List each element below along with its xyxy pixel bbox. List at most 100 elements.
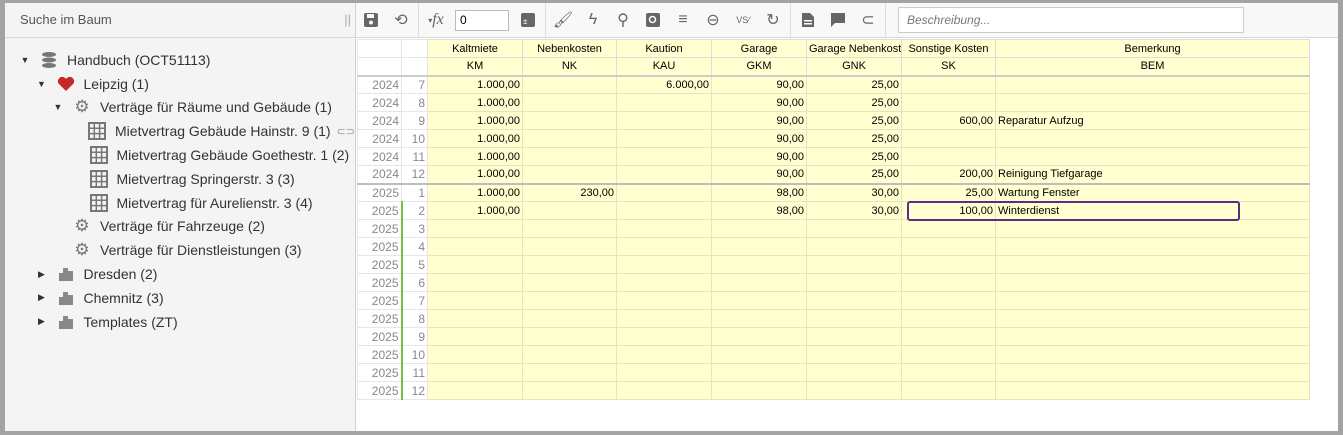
grid-cell[interactable]	[616, 291, 712, 310]
tree-node[interactable]: ⚙ Verträge für Fahrzeuge (2)	[5, 215, 355, 239]
grid-cell[interactable]	[806, 291, 902, 310]
grid-cell[interactable]	[901, 237, 996, 256]
tree-node[interactable]: ▼ Handbuch (OCT51113)	[5, 48, 355, 72]
grid-cell[interactable]	[522, 255, 617, 274]
grid-cell[interactable]	[427, 309, 523, 328]
grid-cell[interactable]	[616, 381, 712, 400]
collapse-icon[interactable]: ▼	[37, 78, 46, 89]
grid-cell[interactable]	[995, 345, 1310, 364]
tree-node[interactable]: ▶ Templates (ZT)	[5, 310, 355, 334]
grid-cell[interactable]: 25,00	[806, 75, 902, 94]
grid-cell[interactable]	[711, 237, 807, 256]
grid-cell[interactable]	[616, 129, 712, 148]
grid-cell[interactable]: 25,00	[806, 111, 902, 130]
grid-cell[interactable]	[711, 363, 807, 382]
tree-node[interactable]: Mietvertrag Gebäude Hainstr. 9 (1) ⊂⊃	[5, 119, 355, 143]
grid-cell[interactable]	[995, 381, 1310, 400]
grid-cell[interactable]: 90,00	[711, 165, 807, 184]
grid-cell[interactable]	[522, 381, 617, 400]
grid-cell[interactable]	[806, 237, 902, 256]
grid-cell[interactable]	[711, 291, 807, 310]
grid-cell[interactable]	[806, 327, 902, 346]
grid-cell[interactable]	[806, 309, 902, 328]
grid-cell[interactable]	[901, 75, 996, 94]
grid-cell[interactable]	[901, 381, 996, 400]
grid-cell[interactable]: 1.000,00	[427, 201, 523, 220]
grid-cell[interactable]	[616, 255, 712, 274]
grid-cell[interactable]	[522, 129, 617, 148]
comment-icon[interactable]	[823, 5, 853, 35]
grid-cell[interactable]	[995, 309, 1310, 328]
grid-cell[interactable]: 6.000,00	[616, 75, 712, 94]
grid-cell[interactable]	[711, 309, 807, 328]
grid-cell[interactable]	[522, 147, 617, 166]
save-icon[interactable]	[356, 5, 386, 35]
grid-cell[interactable]	[711, 345, 807, 364]
grid-cell[interactable]	[806, 273, 902, 292]
grid-cell[interactable]	[616, 219, 712, 238]
grid-cell[interactable]	[616, 111, 712, 130]
grid-cell[interactable]	[806, 219, 902, 238]
grid-cell[interactable]	[522, 309, 617, 328]
document-icon[interactable]	[793, 5, 823, 35]
history-icon[interactable]: ⟲	[394, 12, 408, 29]
tree-node[interactable]: Mietvertrag Gebäude Goethestr. 1 (2)	[5, 143, 355, 167]
grid-cell[interactable]	[616, 237, 712, 256]
grid-cell[interactable]	[901, 363, 996, 382]
grid-cell[interactable]	[427, 381, 523, 400]
grid-cell[interactable]	[427, 327, 523, 346]
grid-cell[interactable]: Winterdienst	[995, 201, 1310, 220]
grid-cell[interactable]	[901, 309, 996, 328]
grid-cell[interactable]	[616, 147, 712, 166]
grid-cell[interactable]	[522, 237, 617, 256]
attachment-icon[interactable]: ⊂	[861, 12, 875, 29]
grid-cell[interactable]: 25,00	[806, 129, 902, 148]
grid-cell[interactable]	[901, 327, 996, 346]
grid-cell[interactable]	[995, 219, 1310, 238]
grid-cell[interactable]	[901, 345, 996, 364]
grid-cell[interactable]	[616, 309, 712, 328]
grid-cell[interactable]	[995, 93, 1310, 112]
collapse-icon[interactable]: ▼	[20, 54, 30, 65]
column-header[interactable]: Bemerkung	[995, 39, 1310, 58]
grid-cell[interactable]	[806, 345, 902, 364]
grid-cell[interactable]	[806, 255, 902, 274]
grid-cell[interactable]: 25,00	[806, 93, 902, 112]
grid-cell[interactable]	[995, 75, 1310, 94]
column-header[interactable]: Kaltmiete	[427, 39, 523, 58]
grid-cell[interactable]	[995, 273, 1310, 292]
tree-node[interactable]: ⚙ Verträge für Dienstleistungen (3)	[5, 238, 355, 262]
expand-icon[interactable]: ▶	[38, 292, 45, 303]
grid-cell[interactable]	[806, 363, 902, 382]
flash-icon[interactable]: ϟ	[588, 11, 598, 28]
column-header[interactable]: Kaution	[616, 39, 712, 58]
grid-cell[interactable]	[995, 291, 1310, 310]
grid-cell[interactable]: 90,00	[711, 129, 807, 148]
grid-cell[interactable]: 200,00	[901, 165, 996, 184]
grid-cell[interactable]	[427, 345, 523, 364]
grid-cell[interactable]	[616, 165, 712, 184]
grid-cell[interactable]	[616, 182, 712, 202]
vs-edit-icon[interactable]: VS ⁄	[736, 15, 750, 25]
brush-icon[interactable]: 🖌	[552, 12, 574, 29]
grid-cell[interactable]	[427, 273, 523, 292]
grid-cell[interactable]	[522, 165, 617, 184]
expand-icon[interactable]: ▶	[38, 316, 45, 327]
grid-cell[interactable]	[995, 363, 1310, 382]
grid-cell[interactable]	[616, 201, 712, 220]
tree-node[interactable]: ▶ Dresden (2)	[5, 262, 355, 286]
grid-cell[interactable]	[522, 345, 617, 364]
grid-cell[interactable]: 90,00	[711, 93, 807, 112]
grid-cell[interactable]: 1.000,00	[427, 129, 523, 148]
grid-cell[interactable]	[995, 237, 1310, 256]
grid-cell[interactable]	[522, 93, 617, 112]
grid-cell[interactable]	[995, 327, 1310, 346]
grid-cell[interactable]	[901, 93, 996, 112]
grid-cell[interactable]	[427, 237, 523, 256]
grid-cell[interactable]	[522, 363, 617, 382]
column-header[interactable]: Nebenkosten	[522, 39, 617, 58]
grid-cell[interactable]	[427, 291, 523, 310]
tree-node[interactable]: ▼ ⚙ Verträge für Räume und Gebäude (1)	[5, 96, 355, 120]
grid-cell[interactable]: 98,00	[711, 182, 807, 202]
grid-cell[interactable]	[901, 255, 996, 274]
